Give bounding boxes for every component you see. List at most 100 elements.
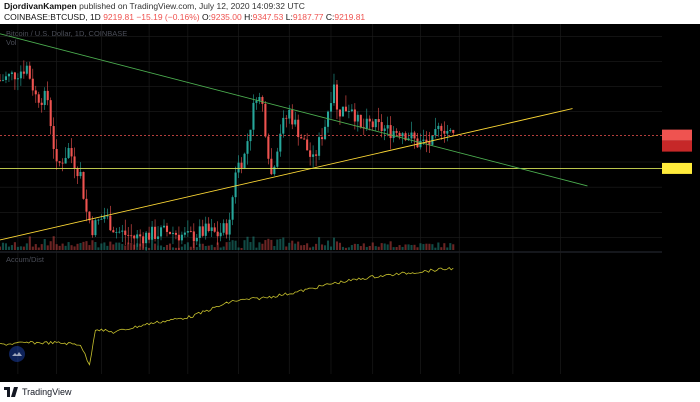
volume-bar bbox=[154, 243, 157, 250]
volume-bar bbox=[58, 245, 61, 250]
countdown-tag bbox=[662, 140, 692, 152]
low-label: L: bbox=[285, 12, 293, 22]
candle-body bbox=[25, 65, 28, 74]
candle-body bbox=[1, 79, 5, 81]
candle-body bbox=[177, 234, 180, 241]
volume-bar bbox=[234, 240, 237, 250]
volume-bar bbox=[300, 245, 303, 250]
volume-bar bbox=[306, 243, 309, 250]
candle-body bbox=[151, 226, 154, 240]
volume-bar bbox=[413, 244, 416, 250]
tradingview-brand[interactable]: TradingView bbox=[4, 387, 72, 397]
candle-body bbox=[112, 230, 115, 233]
candle-body bbox=[154, 226, 157, 239]
horizontal-lines bbox=[0, 135, 662, 169]
candle-body bbox=[332, 84, 336, 104]
candle-body bbox=[353, 109, 356, 122]
candle-body bbox=[404, 133, 407, 141]
candle-body bbox=[243, 153, 246, 169]
chart-canvas[interactable]: Bitcoin / U.S. Dollar, 1D, COINBASE Vol … bbox=[0, 24, 700, 382]
volume-bar bbox=[186, 242, 189, 250]
candle-body bbox=[398, 132, 401, 137]
volume-bar bbox=[46, 245, 49, 250]
candle-body bbox=[136, 234, 139, 239]
chart-header: DjordivanKampen published on TradingView… bbox=[0, 0, 700, 24]
candle-body bbox=[452, 129, 455, 133]
volume-bar bbox=[231, 240, 234, 250]
volume-bar bbox=[201, 243, 204, 250]
candle-body bbox=[16, 78, 19, 80]
accum-dist-pane bbox=[0, 267, 454, 366]
candle-body bbox=[145, 232, 148, 244]
candle-body bbox=[252, 102, 255, 130]
price-change: −15.19 (−0.16%) bbox=[136, 12, 200, 22]
candle-body bbox=[255, 100, 258, 103]
volume-label: Vol bbox=[6, 38, 17, 47]
candle-body bbox=[297, 119, 300, 138]
candle-body bbox=[392, 131, 395, 139]
candle-body bbox=[371, 121, 374, 128]
volume-bar bbox=[246, 236, 249, 250]
volume-bar bbox=[22, 246, 25, 250]
volume-bar bbox=[422, 244, 425, 250]
candle-body bbox=[174, 232, 177, 235]
volume-bar bbox=[440, 247, 443, 250]
candle-body bbox=[309, 150, 312, 157]
candle-body bbox=[106, 215, 109, 217]
author-name[interactable]: DjordivanKampen bbox=[4, 1, 77, 11]
ad-pane-title: Accum/Dist bbox=[6, 255, 45, 264]
candle-body bbox=[195, 237, 198, 242]
candle-body bbox=[341, 106, 344, 117]
candle-body bbox=[88, 211, 91, 221]
candle-body bbox=[213, 227, 216, 232]
candle-body bbox=[46, 90, 49, 101]
volume-bar bbox=[31, 246, 34, 250]
volume-bar bbox=[279, 238, 282, 250]
volume-bar bbox=[168, 243, 172, 250]
candle-body bbox=[350, 109, 353, 112]
candle-body bbox=[183, 232, 186, 235]
candle-body bbox=[425, 139, 428, 142]
candle-body bbox=[58, 161, 61, 163]
candle-body bbox=[49, 100, 52, 127]
candle-body bbox=[273, 166, 276, 175]
volume-bar bbox=[210, 244, 213, 250]
candle-body bbox=[443, 130, 446, 134]
candle-body bbox=[73, 156, 76, 169]
candle-body bbox=[359, 114, 362, 128]
volume-bar bbox=[291, 240, 294, 250]
candle-body bbox=[222, 223, 225, 233]
candle-body bbox=[335, 84, 339, 110]
volume-bar bbox=[437, 242, 440, 250]
candle-body bbox=[294, 119, 297, 125]
volume-bar bbox=[121, 243, 124, 250]
candle-body bbox=[13, 72, 16, 80]
candle-body bbox=[162, 225, 166, 228]
volume-bar bbox=[28, 236, 31, 250]
candle-body bbox=[276, 151, 279, 167]
volume-bar bbox=[344, 247, 347, 250]
level-tag bbox=[662, 162, 692, 174]
volume-bar bbox=[183, 244, 186, 250]
candle-body bbox=[288, 109, 291, 119]
candle-body bbox=[440, 125, 443, 131]
candle-body bbox=[303, 138, 306, 140]
volume-bar bbox=[371, 242, 374, 250]
candle-body bbox=[401, 133, 404, 137]
price-axis[interactable] bbox=[662, 129, 692, 174]
candle-body bbox=[416, 138, 419, 148]
logo-circle-icon bbox=[9, 346, 25, 362]
volume-bar bbox=[365, 246, 368, 250]
candle-body bbox=[240, 162, 243, 169]
volume-bar bbox=[264, 240, 267, 250]
volume-bar bbox=[19, 246, 22, 250]
trendlines[interactable] bbox=[0, 33, 588, 241]
volume-bar bbox=[85, 241, 88, 250]
volume-bar bbox=[118, 242, 121, 250]
candle-body bbox=[186, 231, 189, 233]
candle-body bbox=[28, 65, 31, 79]
volume-bar bbox=[407, 244, 410, 250]
candle-body bbox=[344, 106, 347, 112]
last-price: 9219.81 bbox=[103, 12, 134, 22]
volume-bar bbox=[288, 242, 291, 250]
